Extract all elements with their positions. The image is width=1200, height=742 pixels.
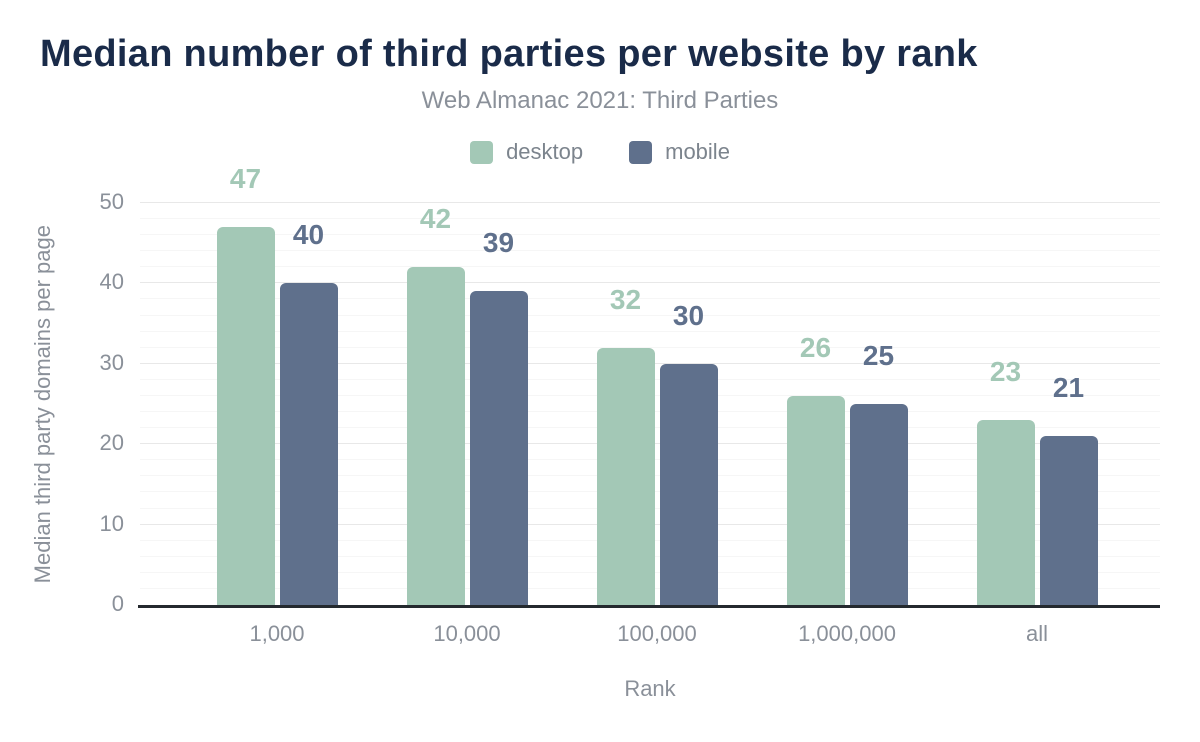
y-tick-50: 50: [99, 189, 124, 214]
gridline-40: [140, 282, 1160, 284]
bar-mobile-1000000: [849, 404, 908, 605]
gridline-34: [140, 330, 1160, 332]
bar-desktop-all: [976, 420, 1035, 605]
x-tick-1000000: 1,000,000: [798, 621, 896, 646]
legend-swatch-mobile: [629, 140, 653, 164]
x-tick-10000: 10,000: [433, 621, 501, 646]
x-tick-100000: 100,000: [617, 621, 697, 646]
bar-value-mobile-1000000: 25: [862, 340, 895, 371]
y-tick-0: 0: [111, 591, 124, 616]
x-tick-1000: 1,000: [249, 621, 305, 646]
y-tick-40: 40: [99, 269, 124, 295]
y-tick-20: 20: [99, 430, 124, 456]
chart-title: Median number of third parties per websi…: [40, 33, 978, 75]
x-tick-all: all: [1025, 621, 1048, 646]
bar-value-mobile-10000: 39: [482, 227, 515, 259]
gridline-32: [140, 346, 1160, 348]
bar-desktop-10000: [406, 267, 465, 605]
legend-swatch-desktop: [470, 140, 494, 164]
gridline-38: [140, 298, 1160, 300]
gridline-36: [140, 314, 1160, 316]
bar-mobile-10000: [469, 291, 528, 605]
bar-mobile-all: [1039, 436, 1098, 605]
legend-label-mobile: mobile: [665, 139, 730, 164]
bar-mobile-100000: [659, 363, 718, 605]
bar-desktop-1000: [216, 227, 275, 605]
legend-label-desktop: desktop: [506, 139, 584, 164]
bar-value-desktop-1000: 47: [229, 163, 262, 195]
legend-item-mobile: mobile: [629, 139, 730, 165]
bar-mobile-1000: [279, 283, 338, 605]
legend-item-desktop: desktop: [470, 139, 583, 165]
gridline-50: [140, 202, 1160, 203]
x-axis-line: [138, 605, 1160, 608]
gridline-48: [140, 218, 1160, 220]
y-tick-30: 30: [99, 349, 124, 375]
bar-value-desktop-all: 23: [989, 356, 1022, 388]
plot-area: 0 10 20 30 40 50 47 40 1,000 42 39 10,000 32 30 100,00…: [100, 165, 1160, 646]
bar-value-mobile-100000: 30: [672, 299, 705, 331]
bar-desktop-100000: [596, 347, 655, 605]
bar-value-desktop-10000: 42: [419, 203, 452, 235]
x-axis-title: Rank: [624, 676, 676, 701]
bar-value-desktop-100000: 32: [609, 283, 642, 315]
y-axis-title: Median third party domains per page: [30, 224, 55, 584]
bar-value-desktop-1000000: 26: [799, 331, 832, 363]
bar-desktop-1000000: [786, 395, 845, 605]
bar-value-mobile-all: 21: [1052, 372, 1085, 404]
gridline-44: [140, 250, 1160, 252]
gridline-46: [140, 234, 1160, 236]
y-tick-10: 10: [99, 510, 124, 536]
bar-value-mobile-1000: 40: [292, 219, 325, 251]
legend: desktop mobile: [0, 139, 1200, 165]
gridline-42: [140, 266, 1160, 268]
chart-subtitle: Web Almanac 2021: Third Parties: [421, 87, 779, 114]
